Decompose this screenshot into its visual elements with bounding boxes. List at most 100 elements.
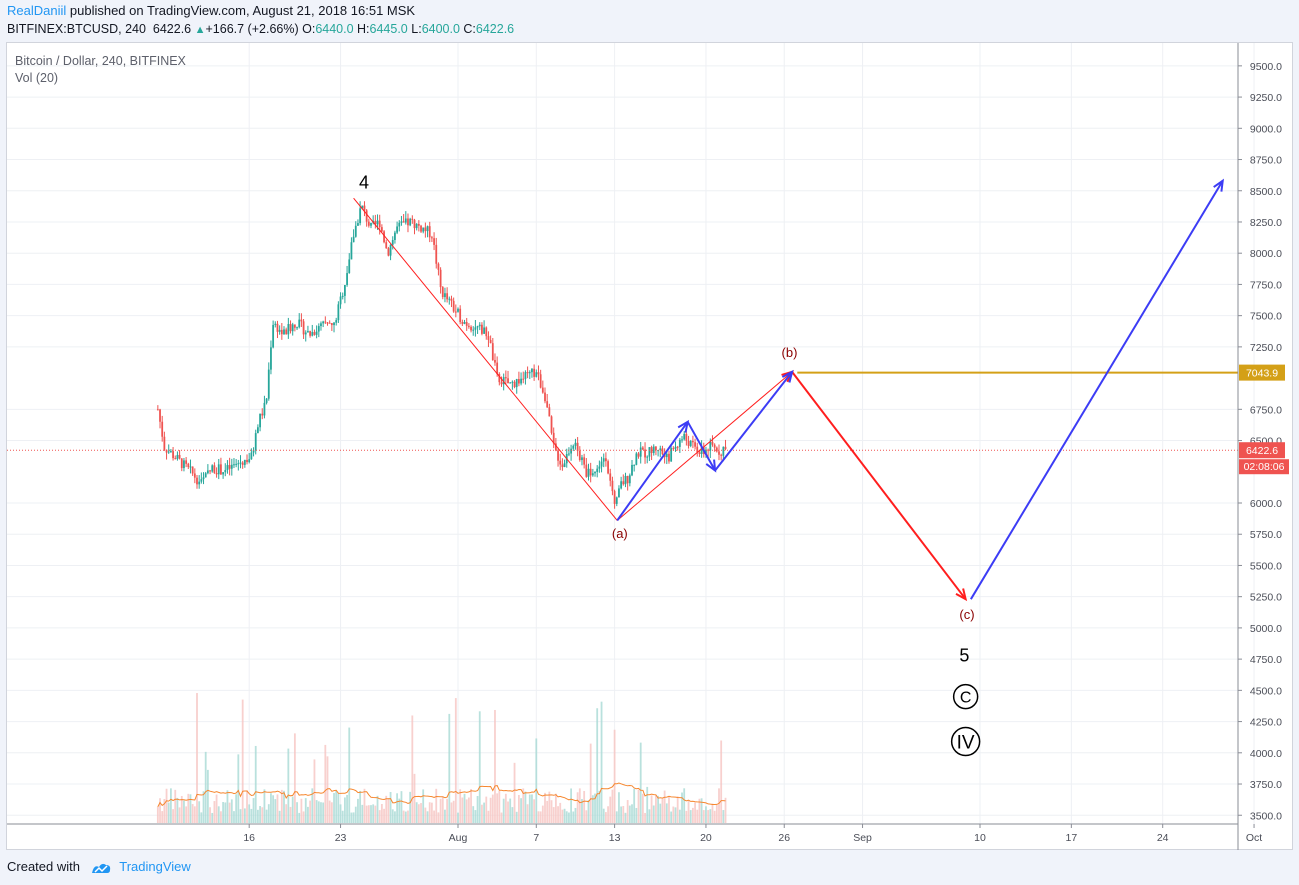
chart-pane[interactable]	[6, 42, 1293, 850]
volume-bar	[226, 790, 229, 823]
candle-body	[213, 465, 216, 474]
volume-bar	[502, 798, 505, 823]
volume-bar	[446, 798, 449, 823]
tradingview-brand[interactable]: TradingView	[119, 859, 191, 874]
y-tick-label: 7750.0	[1250, 279, 1282, 291]
candle-body	[674, 446, 677, 449]
candle-body	[559, 460, 562, 465]
candle-body	[507, 378, 509, 384]
volume-bar	[309, 800, 311, 823]
candle-body	[333, 322, 335, 326]
volume-bar	[261, 807, 264, 823]
volume-bar	[465, 799, 468, 823]
candle-body	[226, 465, 229, 470]
candle-body	[509, 382, 512, 384]
candle-body	[374, 220, 377, 225]
volume-bar	[613, 729, 616, 823]
candle-body	[161, 421, 164, 437]
candle-body	[228, 465, 231, 469]
candle-body	[670, 448, 673, 462]
candle-body	[339, 296, 342, 305]
candle-body	[622, 481, 625, 485]
legend-indicator[interactable]: Vol (20)	[15, 71, 59, 85]
open-value: 6440.0	[315, 22, 354, 36]
volume-bar	[237, 754, 240, 823]
volume-bar	[487, 810, 490, 823]
volume-bars	[156, 693, 727, 823]
candle-body	[531, 368, 533, 373]
red-wave-line	[353, 197, 618, 521]
author-link[interactable]: RealDaniil	[7, 3, 67, 18]
volume-bar	[681, 792, 683, 823]
candle-body	[159, 409, 161, 422]
candle-body	[376, 220, 379, 225]
volume-bar	[676, 796, 679, 823]
volume-bar	[313, 759, 316, 823]
candle-body	[385, 242, 388, 249]
candle-body	[476, 326, 479, 328]
red-wave-line	[791, 371, 967, 600]
volume-bar	[174, 789, 177, 823]
candle-body	[189, 466, 192, 468]
volume-bar	[370, 805, 372, 823]
volume-bar	[546, 800, 549, 823]
candle-body	[544, 392, 546, 402]
volume-bar	[391, 809, 394, 823]
candle-body	[715, 447, 718, 452]
candle-body	[487, 336, 490, 340]
candle-body	[270, 347, 272, 370]
volume-bar	[724, 797, 727, 823]
candle-body	[309, 331, 311, 336]
volume-bar	[400, 791, 403, 823]
volume-bar	[170, 788, 172, 823]
volume-bar	[518, 794, 520, 823]
volume-bar	[361, 804, 364, 823]
wave-label: (c)	[959, 607, 974, 622]
candle-body	[713, 444, 716, 448]
candle-body	[163, 436, 166, 450]
y-tick-label: 8000.0	[1250, 248, 1282, 260]
candle-body	[217, 464, 220, 475]
candle-body	[446, 293, 449, 300]
candle-body	[222, 472, 224, 475]
volume-bar	[344, 797, 346, 823]
volume-bar	[526, 804, 529, 823]
volume-bar	[515, 811, 518, 823]
candle-body	[463, 322, 466, 324]
volume-bar	[450, 802, 453, 823]
volume-bar	[404, 811, 407, 823]
candle-body	[526, 372, 529, 374]
candle-body	[265, 398, 268, 403]
candle-body	[206, 470, 209, 474]
candle-body	[631, 464, 633, 476]
candle-body	[252, 450, 255, 453]
candle-body	[215, 473, 218, 475]
candle-body	[724, 446, 727, 449]
volume-bar	[511, 807, 514, 823]
candle-body	[655, 446, 657, 451]
volume-bar	[461, 797, 464, 823]
candle-body	[289, 324, 292, 332]
volume-bar	[248, 804, 251, 823]
volume-bar	[715, 804, 718, 823]
candle-body	[461, 322, 464, 324]
volume-bar	[320, 802, 322, 823]
candle-body	[320, 323, 322, 327]
candle-body	[272, 324, 275, 348]
volume-bar	[196, 693, 198, 823]
candle-body	[417, 223, 420, 226]
candle-body	[407, 218, 409, 226]
candle-body	[546, 401, 549, 408]
volume-bar	[365, 805, 368, 823]
candle-body	[254, 433, 257, 451]
axes: 9500.0 9250.0 9000.0 8750.0 8500.0 8250.0 8000…	[7, 43, 1289, 850]
y-tick-label: 5250.0	[1250, 592, 1282, 604]
volume-bar	[428, 802, 431, 823]
volume-bar	[594, 793, 596, 823]
volume-bar	[259, 806, 261, 823]
tradingview-logo-icon[interactable]	[90, 861, 112, 875]
wave-label: 4	[359, 172, 369, 192]
y-tick-label: 5000.0	[1250, 623, 1282, 635]
candle-body	[317, 326, 320, 332]
